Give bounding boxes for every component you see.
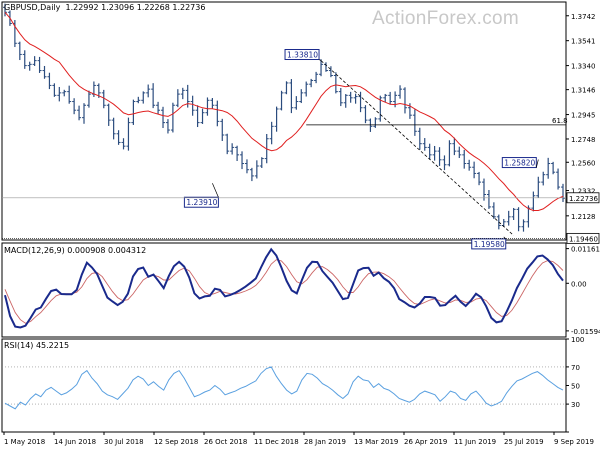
price-y-tick-label: 1.3146 xyxy=(571,87,596,95)
x-axis-tick-label: 14 Jun 2018 xyxy=(54,438,96,446)
rsi-pane xyxy=(2,366,566,410)
pane-frame-rsi xyxy=(1,338,567,433)
rsi-y-tick-label: 70 xyxy=(571,364,580,372)
price-annotation-label: 1.23910 xyxy=(186,198,217,207)
pane-frame-macd xyxy=(1,242,567,338)
price-y-tick-label: 1.2128 xyxy=(571,213,596,221)
fib-level-label: 61.8 xyxy=(552,117,568,125)
price-pane-title: GBPUSD,Daily 1.22992 1.23096 1.22268 1.2… xyxy=(4,3,206,12)
x-axis-tick-label: 26 Apr 2019 xyxy=(404,438,447,446)
rsi-y-tick-label: 30 xyxy=(571,401,580,409)
macd-pane-title: MACD(12,26,9) 0.000908 0.004312 xyxy=(4,246,147,255)
price-annotation-leader xyxy=(318,59,322,61)
price-annotation-label: 1.33810 xyxy=(287,51,318,60)
current-price-label: 1.22736 xyxy=(569,195,598,203)
pane-frame-price xyxy=(1,1,567,241)
price-y-tick-label: 1.3742 xyxy=(571,13,596,21)
macd-y-tick-label: 0.011619 xyxy=(571,246,600,254)
macd-signal-line xyxy=(4,259,564,324)
axis-labels: 1.3742 1.3541 1.3340 1.3146 1.2945 1.2748 1.25… xyxy=(3,13,600,446)
price-y-tick-label: 1.3340 xyxy=(571,63,596,71)
price-annotation-box xyxy=(284,49,320,61)
macd-y-tick-label: -0.015949 xyxy=(571,328,600,336)
price-y-tick-label: 1.2945 xyxy=(571,112,596,120)
rsi-y-tick-label: 50 xyxy=(571,383,580,391)
x-axis-tick-label: 26 Oct 2018 xyxy=(204,438,247,446)
price-annotation-leader xyxy=(503,236,506,240)
x-axis-tick-label: 28 Jan 2019 xyxy=(304,438,346,446)
price-annotation-box xyxy=(471,238,507,250)
moving-average-line xyxy=(4,11,564,211)
price-annotation-leader xyxy=(212,183,219,198)
price-y-tick-label: 1.2748 xyxy=(571,136,596,144)
pane-frames xyxy=(1,1,567,433)
x-axis-tick-label: 9 Sep 2019 xyxy=(554,438,594,446)
watermark: ActionForex.com xyxy=(372,8,520,29)
trend-line xyxy=(320,60,514,236)
x-axis-tick-label: 30 Jul 2018 xyxy=(104,438,144,446)
macd-pane xyxy=(4,247,564,329)
x-axis-tick-label: 1 May 2018 xyxy=(4,438,45,446)
macd-y-tick-label: 0.00 xyxy=(571,280,587,288)
price-y-tick-label: 1.2560 xyxy=(571,159,596,167)
price-annotation-leader xyxy=(535,159,539,168)
price-annotation-box xyxy=(183,196,219,208)
current-price-box xyxy=(566,192,600,204)
macd-line xyxy=(4,247,564,329)
low-price-label: 1.19460 xyxy=(569,235,598,243)
rsi-line xyxy=(4,366,564,410)
x-axis-tick-label: 11 Jun 2019 xyxy=(454,438,496,446)
x-axis-tick-label: 13 Mar 2019 xyxy=(354,438,398,446)
rsi-pane-title: RSI(14) 45.2215 xyxy=(4,341,70,350)
price-bars xyxy=(3,3,565,232)
low-price-box xyxy=(566,232,600,244)
price-overlay: 61.8 1.33810 1.23910 1.25820 1.19580 xyxy=(2,11,568,250)
price-y-tick-label: 1.2332 xyxy=(571,188,596,196)
x-axis-tick-label: 12 Sep 2018 xyxy=(154,438,198,446)
x-axis-tick-label: 25 Jul 2019 xyxy=(504,438,544,446)
price-annotation-box xyxy=(501,157,537,169)
x-axis-tick-label: 11 Dec 2018 xyxy=(254,438,299,446)
price-y-tick-label: 1.3541 xyxy=(571,38,596,46)
price-annotation-label: 1.19580 xyxy=(474,240,505,249)
price-annotation-label: 1.25820 xyxy=(504,159,535,168)
rsi-y-tick-label: 100 xyxy=(571,336,584,344)
